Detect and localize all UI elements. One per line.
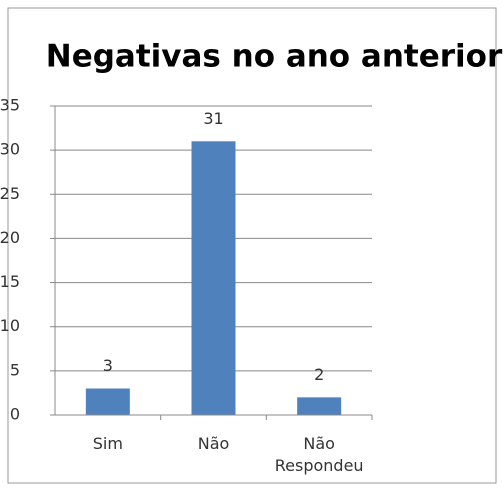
y-tick-label: 30	[0, 140, 20, 159]
data-label: 31	[203, 109, 223, 128]
x-tick-label: Não Respondeu	[274, 434, 364, 475]
y-tick-label: 5	[10, 360, 20, 379]
y-tick-label: 0	[10, 405, 20, 424]
x-tick-label: Não	[197, 434, 230, 453]
x-tick-label: Sim	[92, 434, 123, 453]
y-tick-label: 35	[0, 96, 20, 115]
y-tick-label: 15	[0, 272, 20, 291]
bar	[85, 388, 130, 415]
y-tick-label: 20	[0, 228, 20, 247]
bar	[297, 397, 342, 415]
chart-title: Negativas no ano anterior	[46, 39, 503, 75]
y-tick-label: 10	[0, 316, 20, 335]
bar	[191, 141, 236, 416]
y-tick-label: 25	[0, 184, 20, 203]
data-label: 3	[103, 356, 113, 375]
chart-frame	[7, 7, 497, 484]
data-label: 2	[314, 365, 324, 384]
